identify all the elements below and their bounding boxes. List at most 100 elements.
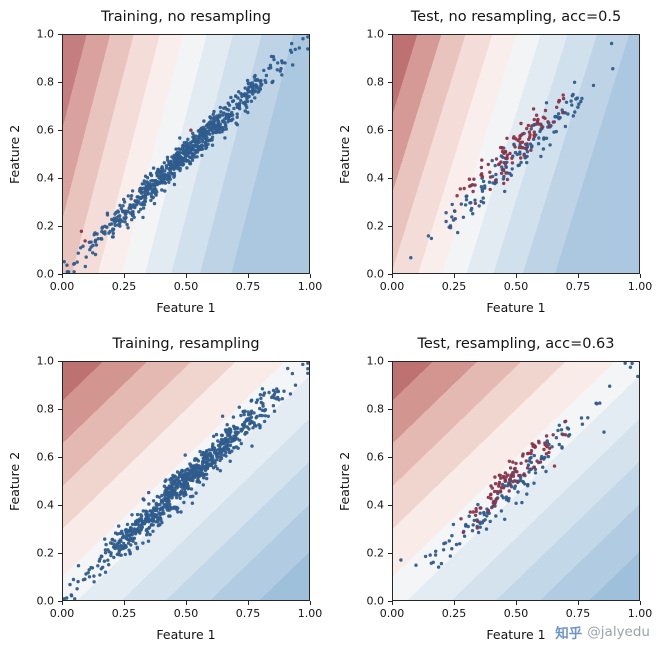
subplot-test-no-resampling: Test, no resampling, acc=0.5 Feature 2 F… (330, 0, 660, 327)
watermark-username: @jalyedu (587, 624, 650, 640)
y-tick-mark (388, 82, 392, 83)
y-axis-label: Feature 2 (7, 451, 22, 511)
y-tick-mark (58, 130, 62, 131)
x-tick-mark (454, 274, 455, 278)
y-tick-label: 0.2 (366, 219, 385, 233)
y-tick-mark (58, 226, 62, 227)
x-tick-label: 0.25 (441, 280, 467, 293)
plot-area (392, 34, 640, 274)
x-tick-mark (578, 274, 579, 278)
x-axis-label: Feature 1 (486, 300, 546, 315)
y-tick-label: 0.2 (36, 546, 55, 560)
x-axis-label: Feature 1 (486, 627, 546, 642)
y-tick-label: 0.6 (36, 450, 55, 464)
x-tick-label: 1.00 (297, 607, 323, 620)
subplot-training-resampling: Training, resampling Feature 2 Feature 1… (0, 327, 330, 654)
plot-area (62, 361, 310, 601)
y-axis-label: Feature 2 (337, 124, 352, 184)
x-tick-label: 0.25 (111, 607, 137, 620)
y-tick-mark (388, 361, 392, 362)
y-tick-label: 0.8 (366, 402, 385, 416)
x-tick-label: 0.75 (235, 607, 261, 620)
y-tick-mark (388, 553, 392, 554)
x-tick-mark (248, 274, 249, 278)
x-tick-mark (640, 274, 641, 278)
y-tick-label: 0.4 (36, 171, 55, 185)
x-tick-mark (62, 274, 63, 278)
scatter-canvas (63, 35, 309, 273)
plot-title: Training, resampling (112, 336, 260, 352)
x-tick-label: 0.50 (503, 607, 529, 620)
y-tick-mark (388, 601, 392, 602)
y-tick-label: 0.6 (366, 450, 385, 464)
x-tick-mark (516, 601, 517, 605)
subplot-training-no-resampling: Training, no resampling Feature 2 Featur… (0, 0, 330, 327)
x-tick-mark (124, 274, 125, 278)
x-tick-label: 0.75 (565, 280, 591, 293)
x-axis-label: Feature 1 (156, 627, 216, 642)
scatter-canvas (63, 362, 309, 600)
x-tick-label: 0.00 (379, 280, 405, 293)
y-tick-mark (58, 553, 62, 554)
y-tick-mark (58, 409, 62, 410)
x-tick-mark (186, 601, 187, 605)
x-tick-mark (248, 601, 249, 605)
y-tick-label: 0.0 (36, 267, 55, 281)
y-tick-mark (58, 505, 62, 506)
y-tick-mark (388, 274, 392, 275)
y-tick-label: 1.0 (366, 27, 385, 41)
y-tick-mark (58, 178, 62, 179)
y-tick-label: 0.4 (366, 171, 385, 185)
y-tick-mark (58, 361, 62, 362)
x-tick-label: 0.00 (49, 607, 75, 620)
y-tick-label: 0.2 (36, 219, 55, 233)
x-tick-mark (186, 274, 187, 278)
x-tick-label: 0.50 (173, 280, 199, 293)
y-tick-label: 1.0 (36, 354, 55, 368)
y-axis-label: Feature 2 (7, 124, 22, 184)
x-tick-mark (124, 601, 125, 605)
y-tick-mark (388, 457, 392, 458)
y-tick-label: 0.4 (36, 498, 55, 512)
x-tick-label: 0.75 (565, 607, 591, 620)
y-axis-label: Feature 2 (337, 451, 352, 511)
y-tick-label: 0.0 (366, 594, 385, 608)
y-tick-mark (388, 34, 392, 35)
plot-title: Test, no resampling, acc=0.5 (410, 9, 622, 25)
plot-title: Test, resampling, acc=0.63 (417, 336, 615, 352)
y-tick-label: 0.0 (36, 594, 55, 608)
y-tick-label: 0.8 (36, 75, 55, 89)
x-tick-mark (310, 274, 311, 278)
x-axis-label: Feature 1 (156, 300, 216, 315)
x-tick-mark (516, 274, 517, 278)
y-tick-label: 0.8 (366, 75, 385, 89)
plot-area (62, 34, 310, 274)
zhihu-logo-icon: 知乎 (555, 626, 583, 642)
y-tick-label: 1.0 (366, 354, 385, 368)
x-tick-mark (392, 274, 393, 278)
x-tick-mark (640, 601, 641, 605)
plot-area (392, 361, 640, 601)
x-tick-mark (310, 601, 311, 605)
scatter-canvas (393, 35, 639, 273)
y-tick-mark (388, 178, 392, 179)
y-tick-mark (58, 34, 62, 35)
y-tick-label: 0.6 (36, 123, 55, 137)
plot-title: Training, no resampling (101, 9, 271, 25)
x-tick-mark (578, 601, 579, 605)
y-tick-mark (58, 457, 62, 458)
y-tick-label: 0.4 (366, 498, 385, 512)
y-tick-mark (388, 226, 392, 227)
y-tick-label: 0.0 (366, 267, 385, 281)
x-tick-mark (392, 601, 393, 605)
x-tick-mark (62, 601, 63, 605)
x-tick-label: 0.75 (235, 280, 261, 293)
x-tick-label: 0.00 (379, 607, 405, 620)
y-tick-mark (58, 82, 62, 83)
y-tick-label: 0.8 (36, 402, 55, 416)
scatter-canvas (393, 362, 639, 600)
y-tick-label: 0.6 (366, 123, 385, 137)
y-tick-mark (388, 409, 392, 410)
